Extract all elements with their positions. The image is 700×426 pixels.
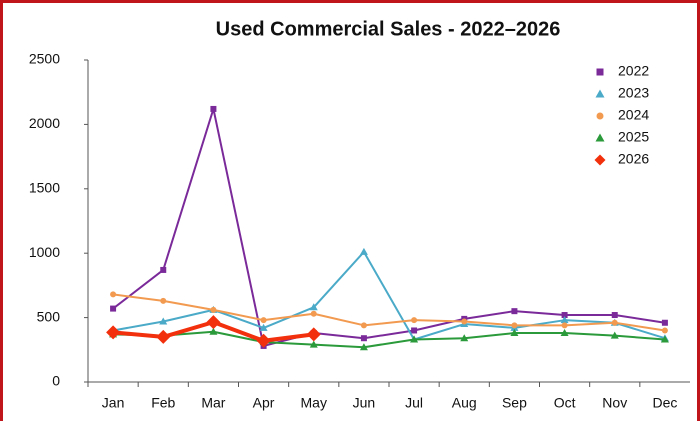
marker [160,266,167,273]
marker [360,322,367,329]
series-line [112,250,666,341]
legend-label: 2026 [618,151,649,167]
marker [206,315,221,330]
y-tick-label: 2000 [29,115,60,131]
marker [260,317,267,324]
marker [560,316,569,324]
legend-label: 2023 [618,85,649,101]
marker [661,327,668,334]
marker [210,105,217,112]
legend-marker [596,112,604,120]
series-line [113,330,665,349]
x-tick-label: Oct [554,395,576,411]
marker [511,322,518,329]
marker [359,343,368,351]
marker [309,303,318,311]
legend-marker [594,154,606,166]
marker [156,329,171,344]
marker [510,329,519,337]
series-line [112,107,666,347]
y-tick-label: 500 [37,308,61,324]
marker [159,317,168,325]
legend-marker [595,89,605,98]
x-tick-label: Feb [151,395,175,411]
y-tick-label: 2500 [29,51,60,67]
x-tick-label: Dec [652,395,677,411]
marker [561,312,568,319]
series-line [112,293,666,332]
marker [360,335,367,342]
y-tick-label: 1000 [29,244,60,260]
legend-label: 2024 [618,107,649,123]
marker [110,291,117,298]
marker [561,322,568,329]
chart-title: Used Commercial Sales - 2022–2026 [216,18,561,40]
marker [310,310,317,317]
x-tick-label: Sep [502,395,527,411]
marker [110,305,117,312]
marker [511,308,518,315]
y-tick-label: 1500 [29,180,60,196]
marker [256,333,271,348]
x-tick-label: Jan [102,395,125,411]
x-tick-label: Nov [602,395,627,411]
marker [611,319,618,326]
x-tick-label: Jul [405,395,423,411]
marker [661,319,668,326]
marker [460,334,469,342]
marker [611,312,618,319]
marker [610,331,619,339]
marker [560,329,569,337]
marker [209,327,218,335]
x-tick-label: Jun [353,395,376,411]
x-tick-label: Aug [452,395,477,411]
legend-marker [595,133,605,142]
marker [411,317,418,324]
marker [259,323,268,331]
marker [160,297,167,304]
marker [411,327,418,334]
y-tick-label: 0 [52,373,60,389]
marker [106,325,121,340]
x-tick-label: Apr [253,395,275,411]
marker [210,306,217,313]
marker [306,327,321,342]
legend-marker [596,68,604,76]
marker [410,335,419,343]
legend-label: 2025 [618,129,649,145]
marker [660,335,669,343]
x-tick-label: Mar [201,395,225,411]
x-tick-label: May [301,395,327,411]
marker [461,318,468,325]
marker [359,247,368,255]
marker [309,340,318,348]
legend-label: 2022 [618,63,649,79]
